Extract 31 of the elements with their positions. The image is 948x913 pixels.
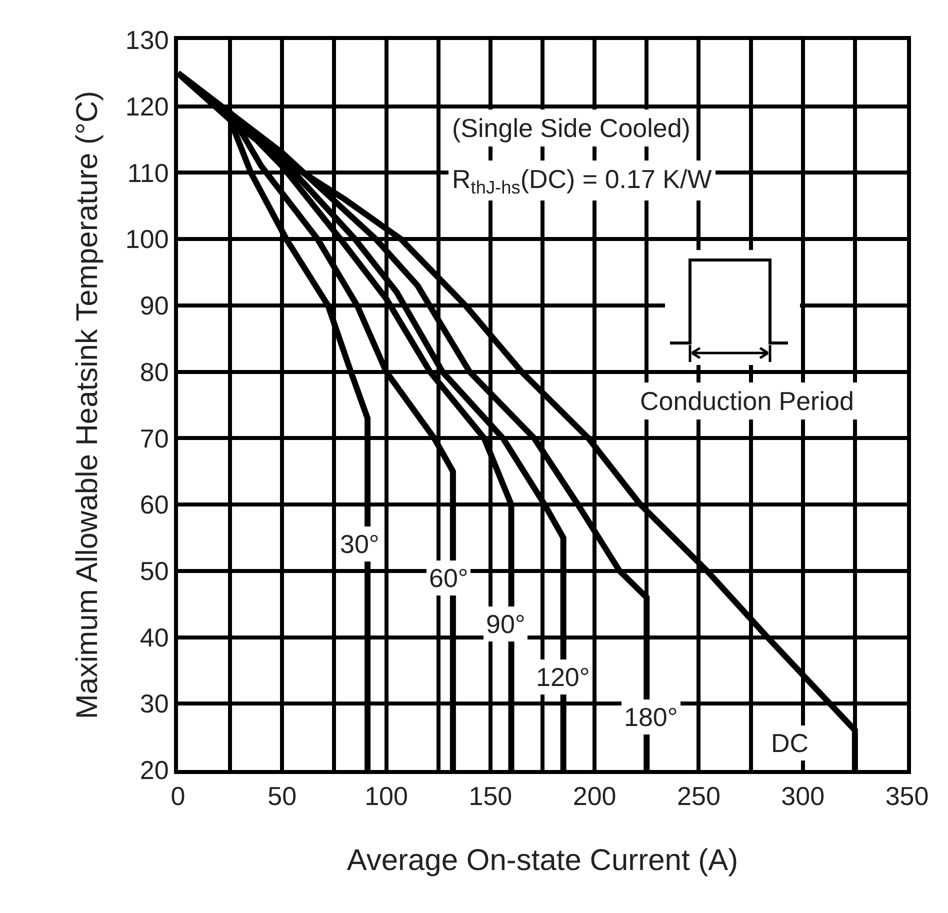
x-tick-label: 0 [170,781,186,812]
x-tick-label: 300 [781,781,825,812]
annotation: Conduction Period [640,386,854,416]
y-tick-label: 120 [125,91,169,122]
x-tick-label: 50 [268,781,297,812]
x-tick-label: 200 [572,781,616,812]
annotation: (Single Side Cooled) [452,113,690,143]
annotation: 90° [486,609,526,639]
y-tick-label: 130 [125,25,169,56]
x-tick-label: 250 [677,781,720,812]
y-tick-label: 30 [140,688,169,719]
annotation: 120° [536,662,590,692]
y-tick-label: 60 [140,490,169,520]
annotation: 30° [340,529,380,559]
y-tick-label: 110 [127,158,169,188]
y-tick-label: 70 [140,423,169,454]
annotation: 180° [624,702,678,732]
x-tick-label: 350 [885,781,929,812]
annotation: R$_{thJ-hs}$(DC) = 0.17 K/W [452,164,712,198]
y-tick-label: 20 [140,755,169,786]
x-axis-title: Average On-state Current (A) [346,844,738,878]
y-tick-label: 100 [125,224,169,254]
y-tick-label: 50 [140,556,169,586]
y-tick-label: 40 [140,622,169,652]
x-tick-label: 100 [364,781,408,812]
annotation: DC [771,728,809,758]
annotation: 60° [429,563,468,593]
y-tick-label: 90 [140,290,169,321]
y-tick-label: 80 [140,356,169,387]
y-axis-title: Maximum Allowable Heatsink Temperature (°C) [70,90,104,720]
x-tick-label: 150 [468,781,512,812]
